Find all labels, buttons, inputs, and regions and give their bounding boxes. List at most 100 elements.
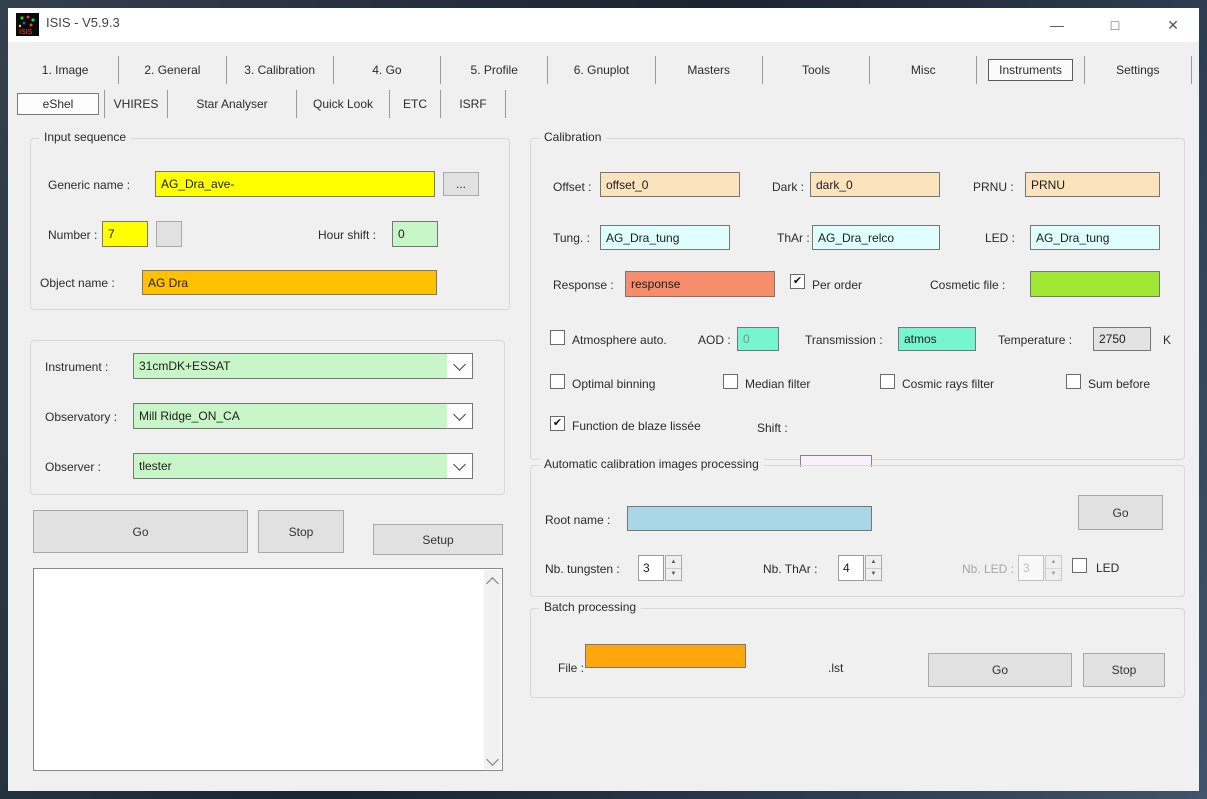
batch-go-button[interactable]: Go	[928, 653, 1072, 687]
tab-settings[interactable]: Settings	[1085, 56, 1192, 84]
scroll-up-icon[interactable]	[486, 577, 499, 590]
nb-thar-spinner[interactable]: ▲ ▼	[865, 555, 882, 581]
instrument-value: 31cmDK+ESSAT	[139, 359, 231, 373]
aod-input[interactable]: 0	[737, 327, 779, 351]
atmosphere-auto-label: Atmosphere auto.	[572, 333, 667, 347]
spin-down-icon[interactable]: ▼	[870, 571, 877, 578]
spin-up-icon: ▲	[1046, 556, 1061, 569]
chevron-down-icon[interactable]	[447, 404, 472, 428]
tab-tools[interactable]: Tools	[763, 56, 871, 84]
blaze-checkbox[interactable]	[550, 416, 565, 431]
log-scrollbar[interactable]	[484, 570, 501, 769]
tab-profile[interactable]: 5. Profile	[441, 56, 549, 84]
go-button[interactable]: Go	[33, 510, 248, 553]
number-aux-button[interactable]	[156, 221, 182, 247]
instrument-select[interactable]: 31cmDK+ESSAT	[133, 353, 473, 379]
batch-stop-button[interactable]: Stop	[1083, 653, 1165, 687]
shift-input[interactable]	[800, 455, 872, 467]
transmission-input[interactable]: atmos	[898, 327, 976, 351]
nb-led-input: 3	[1018, 555, 1044, 581]
stop-button[interactable]: Stop	[258, 510, 344, 553]
tab-vhires[interactable]: VHIRES	[105, 90, 168, 118]
tab-etc[interactable]: ETC	[390, 90, 441, 118]
optimal-binning-checkbox[interactable]	[550, 374, 565, 389]
close-button[interactable]: ✕	[1167, 16, 1179, 33]
chevron-down-icon[interactable]	[447, 454, 472, 478]
dark-input[interactable]: dark_0	[810, 172, 940, 197]
tab-masters[interactable]: Masters	[656, 56, 763, 84]
led-input[interactable]: AG_Dra_tung	[1030, 225, 1160, 250]
batch-processing-title: Batch processing	[539, 600, 642, 614]
tab-star-analyser[interactable]: Star Analyser	[168, 90, 297, 118]
hour-shift-input[interactable]: 0	[392, 221, 438, 247]
observer-select[interactable]: tlester	[133, 453, 473, 479]
cosmetic-file-input[interactable]	[1030, 271, 1160, 297]
atmosphere-auto-checkbox[interactable]	[550, 330, 565, 345]
instrument-tab-bar: eShel VHIRES Star Analyser Quick Look ET…	[12, 90, 506, 118]
hour-shift-label: Hour shift :	[318, 228, 377, 242]
optimal-binning-label: Optimal binning	[572, 377, 656, 391]
spin-up-icon[interactable]: ▲	[866, 556, 881, 569]
tab-eshel[interactable]: eShel	[12, 90, 105, 118]
scroll-down-icon[interactable]	[486, 753, 499, 766]
sum-before-label: Sum before	[1088, 377, 1151, 391]
temperature-input[interactable]: 2750	[1093, 327, 1151, 351]
cosmic-rays-filter-checkbox[interactable]	[880, 374, 895, 389]
dark-label: Dark :	[772, 180, 805, 194]
maximize-button[interactable]: □	[1110, 17, 1120, 33]
nb-thar-input[interactable]: 4	[838, 555, 864, 581]
number-label: Number :	[48, 228, 98, 242]
spin-up-icon[interactable]: ▲	[666, 556, 681, 569]
tungsten-input[interactable]: AG_Dra_tung	[600, 225, 730, 250]
root-name-label: Root name :	[545, 513, 611, 527]
nb-tungsten-spinner[interactable]: ▲ ▼	[665, 555, 682, 581]
cosmic-rays-filter-label: Cosmic rays filter	[902, 377, 995, 391]
response-input[interactable]: response	[625, 271, 775, 297]
object-name-input[interactable]: AG Dra	[142, 270, 437, 295]
observatory-select[interactable]: Mill Ridge_ON_CA	[133, 403, 473, 429]
main-tab-bar: 1. Image 2. General 3. Calibration 4. Go…	[12, 56, 1192, 84]
tab-gnuplot[interactable]: 6. Gnuplot	[548, 56, 656, 84]
number-input[interactable]: 7	[102, 221, 148, 247]
temperature-label: Temperature :	[998, 333, 1073, 347]
spin-down-icon: ▼	[1050, 571, 1057, 578]
led-label: LED :	[985, 231, 1016, 245]
sum-before-checkbox[interactable]	[1066, 374, 1081, 389]
log-textarea[interactable]	[33, 568, 503, 771]
tab-misc[interactable]: Misc	[870, 56, 978, 84]
shift-label: Shift :	[757, 421, 788, 435]
setup-button[interactable]: Setup	[373, 524, 503, 555]
object-name-label: Object name :	[40, 276, 115, 290]
tab-instruments[interactable]: Instruments	[977, 56, 1085, 84]
minimize-button[interactable]: —	[1050, 17, 1064, 33]
temperature-unit-label: K	[1163, 333, 1172, 347]
prnu-input[interactable]: PRNU	[1025, 172, 1160, 197]
thar-label: ThAr :	[777, 231, 810, 245]
file-label: File :	[558, 661, 585, 675]
nb-tungsten-input[interactable]: 3	[638, 555, 664, 581]
root-name-input[interactable]	[627, 506, 872, 531]
thar-input[interactable]: AG_Dra_relco	[812, 225, 940, 250]
tab-image[interactable]: 1. Image	[12, 56, 120, 84]
tab-general[interactable]: 2. General	[119, 56, 227, 84]
spin-down-icon[interactable]: ▼	[670, 571, 677, 578]
tab-calibration[interactable]: 3. Calibration	[227, 56, 334, 84]
calibration-title: Calibration	[539, 130, 607, 144]
transmission-label: Transmission :	[805, 333, 883, 347]
generic-name-input[interactable]: AG_Dra_ave-	[155, 171, 435, 197]
observer-label: Observer :	[45, 460, 102, 474]
nb-led-label: Nb. LED :	[962, 562, 1015, 576]
input-sequence-title: Input sequence	[39, 130, 132, 144]
prnu-label: PRNU :	[973, 180, 1014, 194]
tab-go[interactable]: 4. Go	[334, 56, 442, 84]
tab-quick-look[interactable]: Quick Look	[297, 90, 390, 118]
tab-isrf[interactable]: ISRF	[441, 90, 506, 118]
led-checkbox[interactable]	[1072, 558, 1087, 573]
offset-input[interactable]: offset_0	[600, 172, 740, 197]
median-filter-checkbox[interactable]	[723, 374, 738, 389]
file-input[interactable]	[585, 644, 746, 668]
chevron-down-icon[interactable]	[447, 354, 472, 378]
browse-button[interactable]: ...	[443, 172, 479, 196]
auto-go-button[interactable]: Go	[1078, 495, 1163, 530]
per-order-checkbox[interactable]	[790, 274, 805, 289]
